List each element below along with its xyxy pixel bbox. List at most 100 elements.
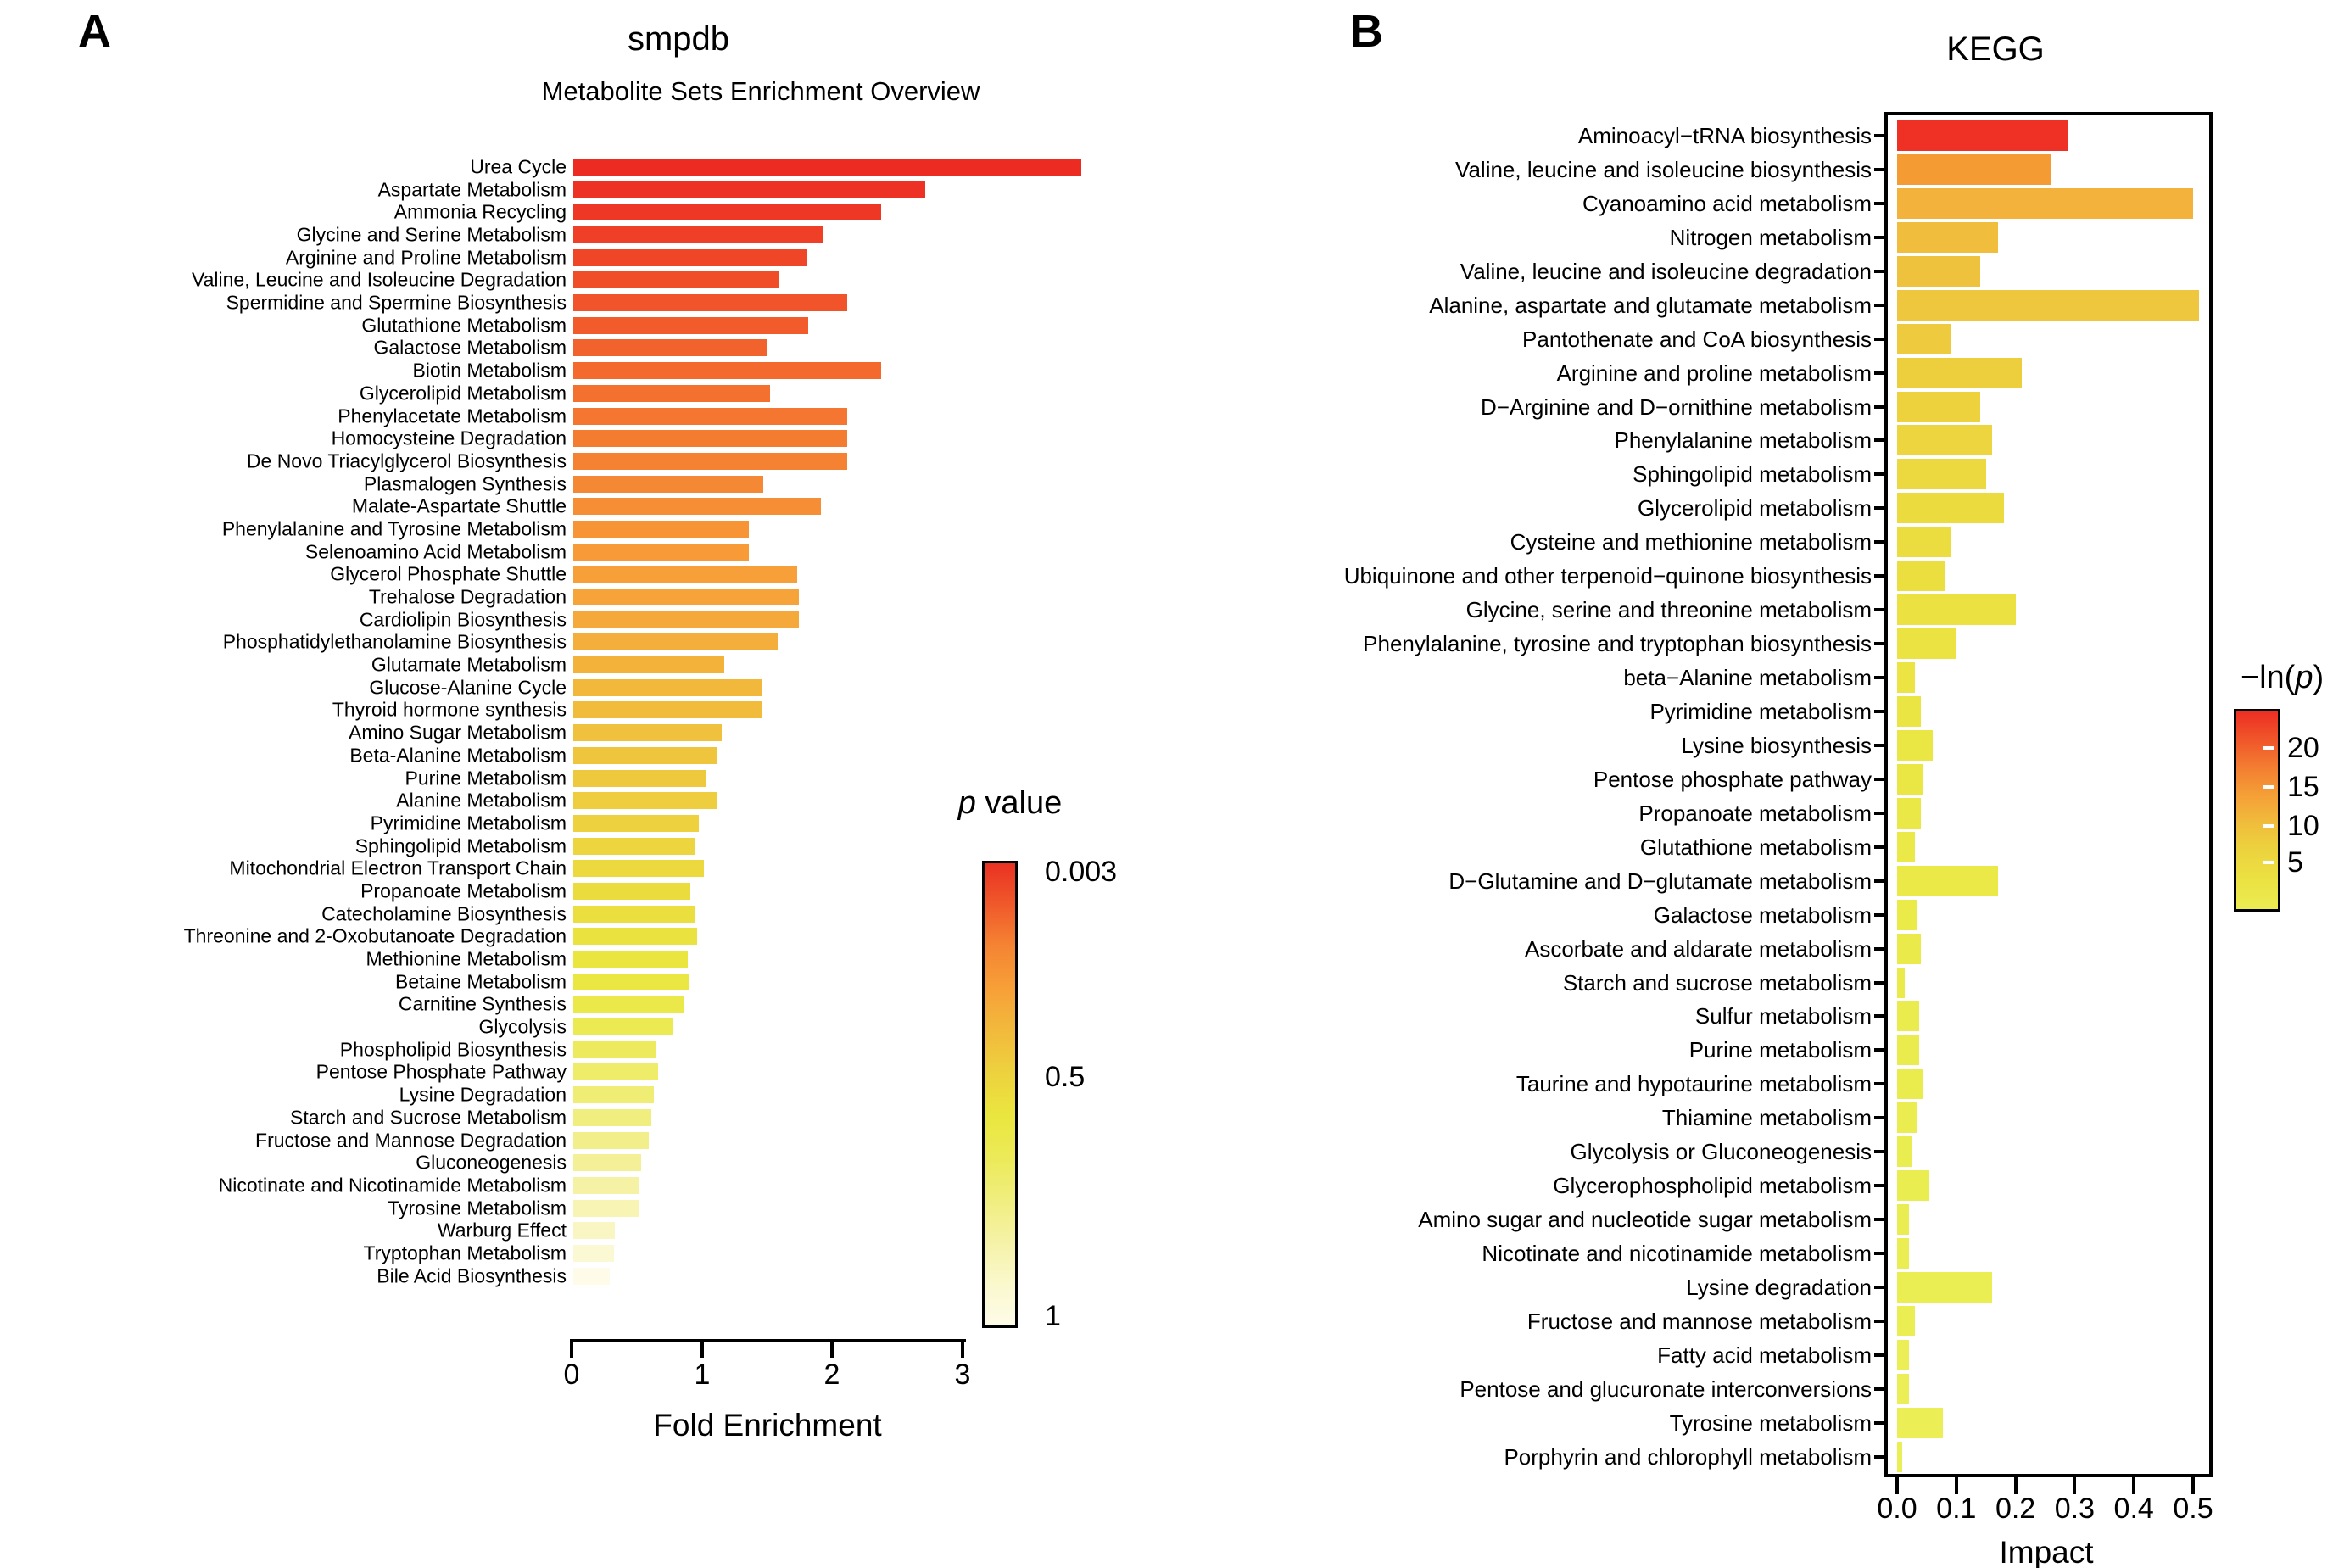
category-label: Thiamine metabolism xyxy=(1661,1105,1872,1131)
bar xyxy=(573,475,764,493)
bar xyxy=(1897,425,1992,456)
row-tick xyxy=(1874,371,1886,375)
bar xyxy=(1897,1035,1919,1066)
row-tick xyxy=(1874,946,1886,951)
bar xyxy=(1897,1305,1915,1336)
bar xyxy=(573,316,808,334)
panel-a-letter: A xyxy=(78,6,111,57)
bar xyxy=(1897,899,1918,930)
panel-b-title: KEGG xyxy=(1946,31,2045,68)
category-label: Valine, leucine and isoleucine biosynthe… xyxy=(1455,156,1872,182)
category-label: Pantothenate and CoA biosynthesis xyxy=(1522,326,1872,352)
category-label: Lysine degradation xyxy=(1686,1274,1872,1300)
category-label: Plasmalogen Synthesis xyxy=(363,472,567,495)
bar xyxy=(573,407,847,425)
neg-ln-p-colorbar-title: −ln(p) xyxy=(2176,661,2333,694)
x-axis-tick-label: 0.3 xyxy=(2054,1493,2096,1525)
row-tick xyxy=(1874,201,1886,205)
category-label: Propanoate metabolism xyxy=(1638,800,1872,826)
bar xyxy=(573,633,779,651)
x-axis-tick xyxy=(2191,1477,2195,1494)
category-label: Glucose-Alanine Cycle xyxy=(369,676,567,699)
category-label: Glycolysis or Gluconeogenesis xyxy=(1570,1139,1873,1165)
panel-a-axis-title: Fold Enrichment xyxy=(653,1408,882,1442)
row-tick xyxy=(1874,269,1886,273)
category-label: Purine metabolism xyxy=(1688,1037,1872,1063)
bar xyxy=(1897,1339,1909,1370)
neg-ln-p-italic: p xyxy=(2295,660,2313,695)
bar xyxy=(1897,357,2022,388)
category-label: Catecholamine Biosynthesis xyxy=(321,902,567,925)
row-tick xyxy=(1874,912,1886,917)
x-axis-tick xyxy=(2132,1477,2136,1494)
row-tick xyxy=(1874,642,1886,646)
row-tick xyxy=(1874,608,1886,612)
bar xyxy=(573,543,750,561)
row-tick xyxy=(1874,303,1886,307)
bar xyxy=(1897,493,2004,524)
category-label: Nitrogen metabolism xyxy=(1669,224,1872,250)
category-label: Bile Acid Biosynthesis xyxy=(377,1264,567,1287)
category-label: Fructose and Mannose Degradation xyxy=(255,1129,567,1152)
x-axis-tick-label: 0.5 xyxy=(2173,1493,2213,1525)
category-label: Pentose Phosphate Pathway xyxy=(315,1060,567,1083)
category-label: Glutathione metabolism xyxy=(1639,834,1872,860)
row-tick xyxy=(1874,1048,1886,1052)
x-axis-tick xyxy=(1895,1477,1899,1494)
bar xyxy=(573,656,725,674)
bar xyxy=(1897,1102,1918,1134)
row-tick xyxy=(1874,743,1886,747)
bar xyxy=(1897,967,1906,998)
category-label: Valine, Leucine and Isoleucine Degradati… xyxy=(192,268,567,291)
panel-a-title: smpdb xyxy=(627,20,730,58)
x-axis-tick-label: 2 xyxy=(823,1359,840,1391)
category-label: Sulfur metabolism xyxy=(1694,1003,1872,1030)
category-label: Betaine Metabolism xyxy=(395,970,567,993)
bar xyxy=(573,294,847,312)
bar xyxy=(1897,391,1980,422)
category-label: Nicotinate and Nicotinamide Metabolism xyxy=(218,1174,567,1197)
category-label: Aspartate Metabolism xyxy=(377,178,567,201)
category-label: Malate-Aspartate Shuttle xyxy=(351,494,567,517)
bar xyxy=(573,452,847,470)
x-axis-tick-label: 3 xyxy=(954,1359,971,1391)
category-label: D−Glutamine and D−glutamate metabolism xyxy=(1448,868,1872,894)
bar xyxy=(573,905,696,923)
p-value-italic: p xyxy=(957,785,976,821)
x-axis-tick-label: 0.1 xyxy=(1936,1493,1977,1525)
row-tick xyxy=(1874,1420,1886,1425)
category-label: Beta-Alanine Metabolism xyxy=(349,744,567,767)
bar xyxy=(573,996,684,1013)
colorbar-tick-label: 15 xyxy=(2287,771,2319,803)
bar xyxy=(1897,1373,1909,1404)
category-label: Lysine biosynthesis xyxy=(1681,732,1873,758)
category-label: Valine, leucine and isoleucine degradati… xyxy=(1460,258,1872,284)
bar xyxy=(573,181,925,198)
bar xyxy=(573,1131,650,1149)
bar xyxy=(1897,187,2193,219)
category-label: Glutamate Metabolism xyxy=(371,653,567,676)
bar xyxy=(573,1063,658,1081)
category-label: Gluconeogenesis xyxy=(416,1151,567,1174)
panel-b-plot-box xyxy=(1884,112,2213,1477)
bar xyxy=(1897,933,1921,964)
bar xyxy=(573,159,1082,176)
colorbar-tick xyxy=(2263,746,2274,750)
category-label: Cyanoamino acid metabolism xyxy=(1582,190,1872,216)
neg-ln-p-pre: −ln( xyxy=(2240,660,2296,695)
colorbar-tick xyxy=(2263,861,2274,864)
bar xyxy=(573,1176,640,1194)
neg-ln-p-gradient-strip xyxy=(2234,709,2280,912)
category-label: Carnitine Synthesis xyxy=(398,992,567,1015)
category-label: Phosphatidylethanolamine Biosynthesis xyxy=(222,630,567,653)
x-axis-tick xyxy=(961,1341,964,1358)
p-value-gradient-strip xyxy=(982,861,1018,1328)
bar xyxy=(1897,1001,1919,1032)
bar xyxy=(573,814,699,832)
category-label: Ammonia Recycling xyxy=(393,200,567,223)
category-label: Glycine and Serine Metabolism xyxy=(296,223,567,246)
bar xyxy=(1897,1271,1992,1303)
row-tick xyxy=(1874,1319,1886,1323)
category-label: Galactose Metabolism xyxy=(373,336,567,359)
